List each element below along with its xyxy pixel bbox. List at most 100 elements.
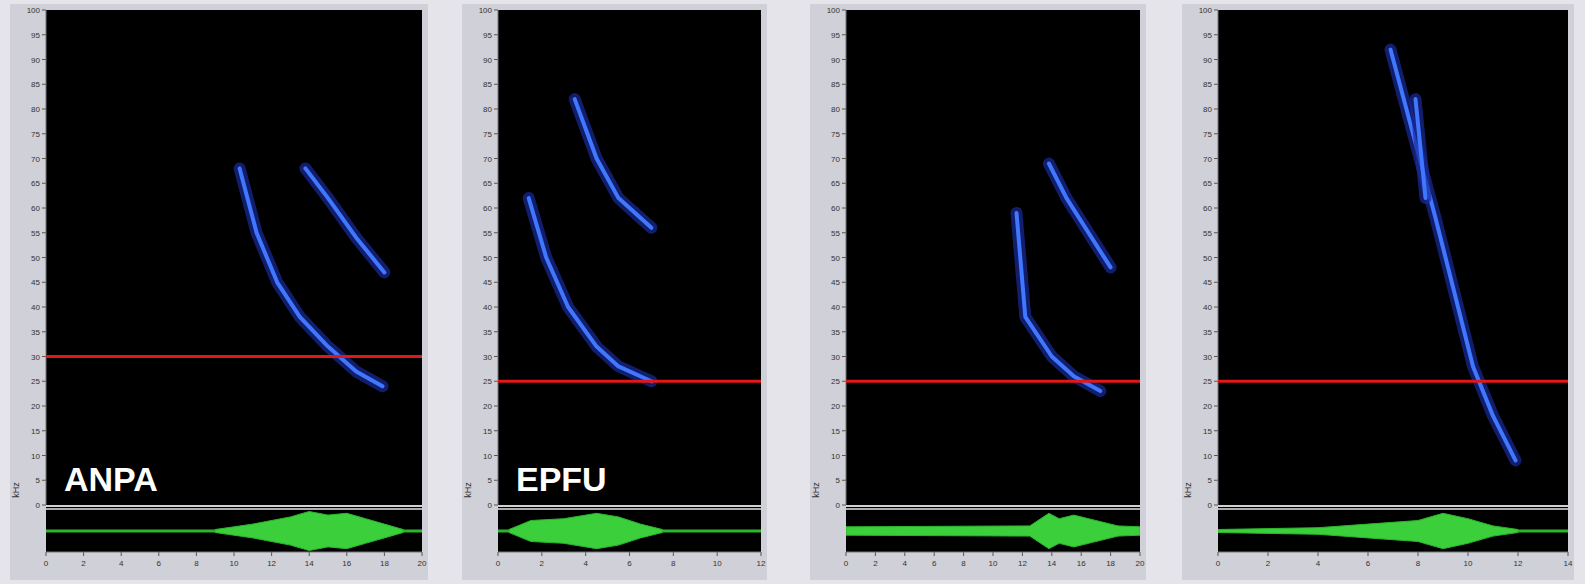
x-tick: [196, 552, 197, 556]
y-tick-label: 55: [483, 229, 492, 238]
envelope-marks: [846, 513, 1140, 548]
y-tick-label: 35: [831, 328, 840, 337]
y-tick-label: 0: [1208, 501, 1213, 510]
y-tick: [842, 208, 846, 209]
panel-frame: [1182, 4, 1574, 580]
y-tick-label: 95: [831, 31, 840, 40]
x-tick-label: 20: [1136, 559, 1145, 568]
panel-frame: [462, 4, 767, 580]
y-tick: [842, 505, 846, 506]
x-tick: [1110, 552, 1111, 556]
x-tick-label: 0: [1216, 559, 1221, 568]
y-tick-label: 40: [483, 303, 492, 312]
divider: [846, 508, 1140, 510]
y-tick: [494, 34, 498, 35]
x-tick-label: 2: [81, 559, 86, 568]
x-tick: [498, 552, 499, 556]
y-tick: [42, 133, 46, 134]
y-tick: [42, 158, 46, 159]
y-tick: [42, 307, 46, 308]
y-tick-label: 25: [831, 377, 840, 386]
y-axis: [846, 10, 847, 505]
x-tick: [717, 552, 718, 556]
y-tick: [42, 282, 46, 283]
x-tick: [585, 552, 586, 556]
y-tick: [842, 133, 846, 134]
panel-frame: [810, 4, 1146, 580]
x-tick-label: 12: [1018, 559, 1027, 568]
x-tick: [1518, 552, 1519, 556]
y-tick-label: 30: [1203, 353, 1212, 362]
y-tick-label: 85: [831, 80, 840, 89]
call-sweep: [575, 99, 652, 228]
panel: 0510152025303540455055606570758085909510…: [1182, 4, 1574, 580]
y-tick: [42, 381, 46, 382]
x-tick: [234, 552, 235, 556]
y-tick-label: 20: [483, 402, 492, 411]
y-tick: [42, 84, 46, 85]
y-tick: [42, 480, 46, 481]
y-tick-label: 85: [1203, 80, 1212, 89]
y-tick-label: 70: [31, 155, 40, 164]
y-tick-label: 55: [31, 229, 40, 238]
call-sweep: [1416, 99, 1426, 198]
x-tick-label: 6: [932, 559, 937, 568]
y-tick: [1214, 232, 1218, 233]
y-tick: [1214, 133, 1218, 134]
x-tick-label: 4: [903, 559, 908, 568]
x-tick: [1022, 552, 1023, 556]
y-tick: [842, 480, 846, 481]
x-tick-label: 10: [1464, 559, 1473, 568]
y-tick: [1214, 59, 1218, 60]
x-tick: [158, 552, 159, 556]
y-tick: [42, 257, 46, 258]
threshold-line: [498, 380, 761, 383]
y-tick: [1214, 10, 1218, 11]
y-tick-label: 10: [483, 452, 492, 461]
y-tick-label: 35: [1203, 328, 1212, 337]
y-tick-label: 25: [1203, 377, 1212, 386]
y-tick-label: 40: [31, 303, 40, 312]
x-tick-label: 14: [305, 559, 314, 568]
call-glow: [305, 168, 384, 272]
x-tick: [629, 552, 630, 556]
y-tick: [494, 430, 498, 431]
y-tick-label: 20: [31, 402, 40, 411]
x-tick: [1081, 552, 1082, 556]
y-tick-label: 20: [1203, 402, 1212, 411]
y-tick-label: 50: [831, 254, 840, 263]
y-axis: [46, 10, 47, 505]
y-tick: [842, 455, 846, 456]
x-tick: [761, 552, 762, 556]
y-tick: [1214, 331, 1218, 332]
x-tick-label: 2: [540, 559, 545, 568]
x-tick: [121, 552, 122, 556]
y-tick: [42, 232, 46, 233]
y-tick: [494, 455, 498, 456]
y-axis: [498, 10, 499, 505]
x-tick-label: 16: [1077, 559, 1086, 568]
x-axis: [498, 552, 761, 553]
x-tick: [541, 552, 542, 556]
y-tick: [42, 505, 46, 506]
y-tick: [42, 109, 46, 110]
x-tick-label: 20: [418, 559, 427, 568]
x-tick: [1140, 552, 1141, 556]
envelope: [215, 512, 403, 551]
x-tick: [904, 552, 905, 556]
x-tick: [46, 552, 47, 556]
y-tick: [842, 158, 846, 159]
y-tick-label: 25: [483, 377, 492, 386]
envelope-marks: [498, 513, 761, 548]
y-tick: [842, 331, 846, 332]
y-tick: [494, 356, 498, 357]
y-tick-label: 70: [483, 155, 492, 164]
y-tick-label: 5: [488, 476, 493, 485]
x-tick-label: 6: [1366, 559, 1371, 568]
plot-area: [498, 10, 761, 505]
call-glow: [1391, 50, 1516, 461]
plot-marks: [846, 164, 1140, 392]
y-tick: [494, 406, 498, 407]
y-tick: [1214, 307, 1218, 308]
y-tick-label: 80: [1203, 105, 1212, 114]
